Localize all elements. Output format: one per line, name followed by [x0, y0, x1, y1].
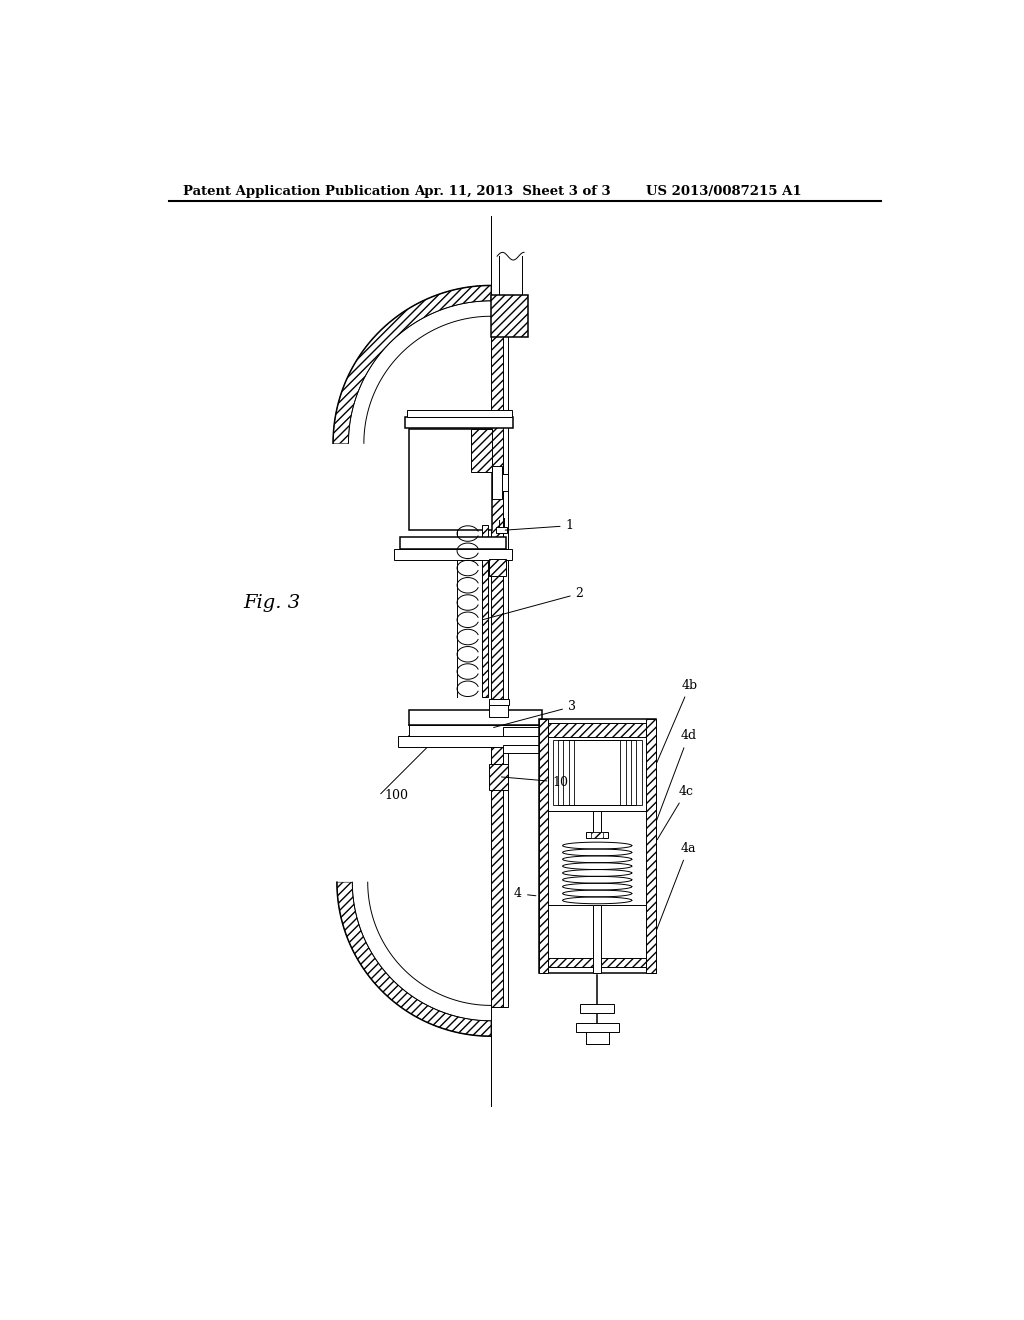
Bar	[471, 429, 493, 471]
Bar	[548, 723, 646, 812]
Bar	[493, 466, 502, 499]
Text: 4c: 4c	[657, 785, 694, 840]
Bar	[406, 417, 513, 428]
Polygon shape	[337, 882, 490, 1036]
Text: Apr. 11, 2013  Sheet 3 of 3: Apr. 11, 2013 Sheet 3 of 3	[414, 185, 610, 198]
Bar	[490, 317, 503, 1007]
Bar	[490, 294, 528, 337]
Bar	[581, 1003, 614, 1014]
Bar	[575, 1023, 618, 1032]
Bar	[548, 723, 646, 737]
Bar	[394, 549, 512, 561]
Bar	[568, 739, 626, 805]
Bar	[503, 726, 565, 737]
Bar	[503, 744, 565, 752]
Text: 4d: 4d	[656, 730, 696, 820]
Bar	[489, 700, 509, 705]
Text: 1: 1	[505, 519, 573, 532]
Bar	[591, 832, 603, 838]
Text: Patent Application Publication: Patent Application Publication	[183, 185, 410, 198]
Bar	[489, 701, 508, 717]
Text: 4b: 4b	[656, 678, 698, 763]
Bar	[548, 958, 646, 966]
Text: 4a: 4a	[656, 842, 696, 929]
Polygon shape	[333, 285, 490, 444]
Bar	[407, 411, 512, 417]
Bar	[558, 739, 637, 805]
Bar	[489, 763, 508, 789]
Bar	[503, 317, 508, 1007]
Bar	[410, 429, 493, 529]
Bar	[497, 527, 507, 533]
Text: Fig. 3: Fig. 3	[244, 594, 301, 612]
Bar	[593, 906, 601, 973]
Text: US 2013/0087215 A1: US 2013/0087215 A1	[646, 185, 802, 198]
Text: 10: 10	[502, 776, 568, 788]
Bar	[481, 525, 487, 697]
Bar	[587, 832, 608, 838]
Text: 4: 4	[514, 887, 536, 900]
Bar	[548, 906, 646, 966]
Bar	[553, 739, 642, 805]
Bar	[410, 725, 581, 737]
Bar	[410, 710, 542, 725]
Bar	[397, 737, 584, 747]
Bar	[400, 537, 506, 549]
Bar	[539, 719, 655, 973]
Bar	[563, 739, 631, 805]
Text: 100: 100	[385, 788, 409, 801]
Bar	[539, 719, 548, 973]
Bar	[593, 812, 601, 833]
Bar	[574, 739, 621, 805]
Bar	[502, 474, 508, 491]
Bar	[646, 719, 655, 973]
Bar	[488, 558, 506, 576]
Text: 2: 2	[483, 587, 584, 619]
Text: 3: 3	[494, 700, 575, 727]
